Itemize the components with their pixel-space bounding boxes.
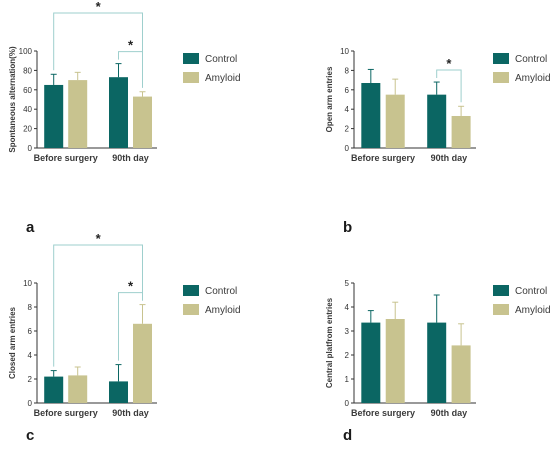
panel-label: b — [343, 219, 352, 236]
y-tick-label: 20 — [23, 125, 32, 134]
y-tick-label: 8 — [28, 303, 33, 312]
bar-amyloid-before-surgery — [385, 94, 405, 148]
panel-label: c — [26, 427, 34, 444]
legend-label: Amyloid — [515, 73, 550, 84]
y-axis-label: Open arm entries — [325, 66, 334, 132]
y-tick-label: 2 — [345, 351, 350, 360]
y-tick-label: 0 — [345, 144, 350, 153]
significance-star: * — [96, 0, 102, 14]
category-label: 90th day — [431, 408, 468, 418]
legend-swatch-control — [183, 53, 199, 64]
y-axis-label: Spontaneous alternation(%) — [8, 46, 17, 153]
legend-label: Control — [515, 54, 547, 65]
significance-star: * — [128, 279, 134, 294]
category-label: 90th day — [431, 153, 468, 163]
legend-label: Control — [205, 286, 237, 297]
category-label: Before surgery — [351, 408, 415, 418]
bar-amyloid-before-surgery — [68, 375, 88, 403]
bar-control-90th-day — [427, 94, 447, 148]
legend-swatch-control — [183, 285, 199, 296]
significance-bracket — [53, 12, 143, 88]
y-tick-label: 1 — [345, 375, 350, 384]
legend-label: Control — [515, 286, 547, 297]
bar-amyloid-90th-day — [133, 96, 152, 148]
category-label: 90th day — [112, 153, 149, 163]
significance-bracket — [436, 69, 462, 103]
bar-amyloid-90th-day — [133, 323, 152, 403]
significance-bracket — [118, 51, 143, 88]
category-label: 90th day — [112, 408, 149, 418]
y-tick-label: 0 — [28, 399, 33, 408]
legend-label: Amyloid — [205, 305, 241, 316]
y-tick-label: 4 — [28, 351, 33, 360]
significance-bracket — [118, 292, 143, 361]
significance-star: * — [128, 38, 134, 53]
panel-label: a — [26, 219, 35, 236]
y-tick-label: 4 — [345, 303, 350, 312]
category-label: Before surgery — [34, 408, 98, 418]
y-tick-label: 3 — [345, 327, 350, 336]
bar-control-before-surgery — [44, 376, 64, 403]
legend-label: Control — [205, 54, 237, 65]
bar-control-90th-day — [109, 77, 128, 148]
bar-amyloid-90th-day — [451, 115, 471, 148]
significance-star: * — [96, 231, 102, 246]
significance-bracket — [53, 244, 143, 367]
bar-control-before-surgery — [361, 322, 381, 403]
legend-swatch-amyloid — [493, 72, 509, 83]
bar-control-before-surgery — [361, 83, 381, 148]
y-tick-label: 40 — [23, 105, 32, 114]
y-tick-label: 8 — [345, 66, 350, 75]
category-label: Before surgery — [351, 153, 415, 163]
y-tick-label: 6 — [28, 327, 33, 336]
panel-b: 0 2 4 6 8 10 Open arm entries Before surgery 90t… — [325, 47, 550, 236]
legend-swatch-amyloid — [183, 304, 199, 315]
bar-control-90th-day — [109, 381, 128, 403]
panel-d: 0 1 2 3 4 5 Central platfrom entries Before sur… — [325, 279, 550, 444]
y-axis-label: Central platfrom entries — [325, 297, 334, 388]
bar-control-90th-day — [427, 322, 447, 403]
significance-star: * — [446, 56, 452, 71]
bar-amyloid-before-surgery — [385, 319, 405, 403]
legend-label: Amyloid — [205, 73, 241, 84]
bar-amyloid-90th-day — [451, 345, 471, 403]
legend-swatch-control — [493, 53, 509, 64]
bar-amyloid-before-surgery — [68, 80, 88, 148]
legend-swatch-amyloid — [183, 72, 199, 83]
y-tick-label: 2 — [28, 375, 33, 384]
legend-swatch-control — [493, 285, 509, 296]
y-tick-label: 4 — [345, 105, 350, 114]
y-tick-label: 0 — [28, 144, 33, 153]
y-tick-label: 60 — [23, 86, 32, 95]
panel-label: d — [343, 427, 352, 444]
y-tick-label: 100 — [19, 47, 33, 56]
y-tick-label: 0 — [345, 399, 350, 408]
y-tick-label: 2 — [345, 125, 350, 134]
y-tick-label: 5 — [345, 279, 350, 288]
panel-c: 0 2 4 6 8 10 Closed arm entries Before surgery 9… — [8, 231, 241, 444]
y-tick-label: 10 — [340, 47, 349, 56]
y-tick-label: 6 — [345, 86, 350, 95]
legend-label: Amyloid — [515, 305, 550, 316]
bar-control-before-surgery — [44, 84, 64, 148]
y-axis-label: Closed arm entries — [8, 306, 17, 379]
category-label: Before surgery — [34, 153, 98, 163]
y-tick-label: 80 — [23, 66, 32, 75]
legend-swatch-amyloid — [493, 304, 509, 315]
y-tick-label: 10 — [23, 279, 32, 288]
